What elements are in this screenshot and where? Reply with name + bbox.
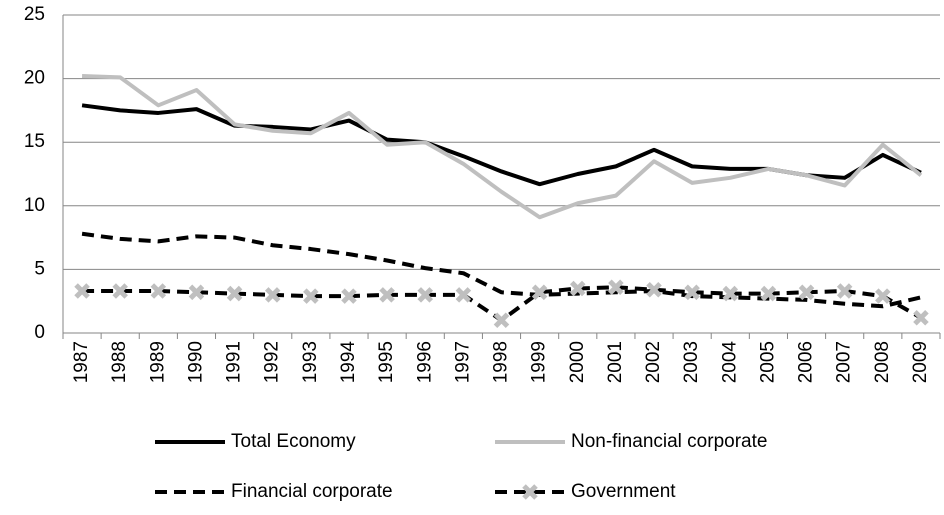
x-tick-label: 2003: [681, 341, 702, 383]
x-tick-label: 1993: [300, 341, 321, 383]
marker-shape: [913, 309, 929, 326]
x-tick-label: 1992: [262, 341, 283, 383]
marker-shape: [684, 284, 700, 301]
marker-shape: [112, 283, 128, 299]
marker: [112, 283, 128, 299]
marker: [303, 288, 319, 304]
x-tick-label: 1989: [147, 341, 168, 383]
x-tick-label: 2006: [796, 341, 817, 383]
x-tick-label: 1991: [224, 341, 245, 383]
x-tick-label: 2004: [719, 341, 740, 384]
y-tick-label: 20: [24, 68, 45, 89]
legend-label: Non-financial corporate: [571, 431, 767, 452]
marker-shape: [722, 285, 739, 302]
x-tick-label: 1999: [529, 341, 550, 383]
x-tick-label: 2008: [872, 341, 893, 383]
marker: [531, 284, 548, 301]
marker-shape: [417, 287, 434, 303]
x-tick-label: 1988: [109, 341, 130, 383]
marker-shape: [875, 288, 891, 304]
x-tick-label: 2005: [757, 341, 778, 383]
marker: [455, 287, 472, 303]
marker: [798, 284, 815, 301]
y-tick-label: 25: [24, 4, 45, 25]
marker-shape: [608, 279, 624, 295]
marker-shape: [493, 312, 510, 329]
legend-label: Financial corporate: [231, 481, 393, 502]
marker: [646, 281, 662, 298]
marker: [913, 309, 929, 326]
marker-shape: [836, 283, 853, 299]
marker: [760, 285, 777, 302]
x-tick-label: 2000: [567, 341, 588, 383]
marker: [493, 312, 510, 329]
marker-shape: [522, 484, 538, 500]
y-tick-label: 15: [24, 131, 45, 152]
y-tick-label: 0: [34, 322, 45, 343]
marker-shape: [531, 284, 548, 301]
x-tick-label: 1996: [414, 341, 435, 383]
y-tick-label: 10: [24, 195, 45, 216]
marker-shape: [646, 281, 662, 298]
marker-shape: [226, 285, 243, 302]
marker: [417, 287, 434, 303]
x-tick-label: 2007: [834, 341, 855, 383]
marker-shape: [455, 287, 472, 303]
marker-shape: [379, 287, 395, 303]
x-tick-label: 2009: [910, 341, 931, 383]
x-tick-label: 2002: [643, 341, 664, 383]
marker: [608, 279, 624, 295]
marker: [226, 285, 243, 302]
x-tick-label: 1995: [376, 341, 397, 383]
marker: [150, 283, 167, 299]
marker-shape: [264, 287, 281, 303]
marker-shape: [74, 283, 90, 299]
legend-label: Total Economy: [231, 431, 356, 452]
series-line: [81, 74, 923, 220]
marker-shape: [798, 284, 815, 301]
marker: [522, 484, 538, 500]
x-tick-label: 1997: [452, 341, 473, 383]
marker: [836, 283, 853, 299]
marker: [379, 287, 395, 303]
marker-shape: [569, 280, 586, 297]
marker: [875, 288, 891, 304]
marker-shape: [150, 283, 167, 299]
marker: [74, 283, 90, 299]
marker: [569, 280, 586, 297]
y-tick-label: 5: [34, 258, 45, 279]
marker: [264, 287, 281, 303]
marker: [684, 284, 700, 301]
marker-shape: [760, 285, 777, 302]
marker-shape: [341, 288, 357, 304]
marker: [341, 288, 357, 304]
x-tick-label: 2001: [605, 341, 626, 383]
marker: [722, 285, 739, 302]
marker: [188, 284, 205, 301]
marker-shape: [303, 288, 319, 304]
marker-shape: [188, 284, 205, 301]
legend-label: Government: [571, 481, 676, 502]
series-line: [81, 231, 922, 309]
x-tick-label: 1987: [71, 341, 92, 383]
x-tick-label: 1990: [185, 341, 206, 383]
x-tick-label: 1994: [338, 341, 359, 384]
x-tick-label: 1998: [491, 341, 512, 383]
